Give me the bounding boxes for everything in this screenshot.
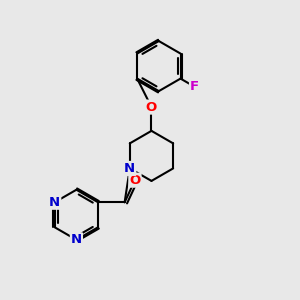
Text: O: O [129, 174, 141, 187]
Text: N: N [71, 233, 82, 246]
Text: F: F [190, 80, 199, 93]
Text: N: N [49, 196, 60, 209]
Text: O: O [146, 100, 157, 114]
Text: N: N [124, 162, 135, 175]
